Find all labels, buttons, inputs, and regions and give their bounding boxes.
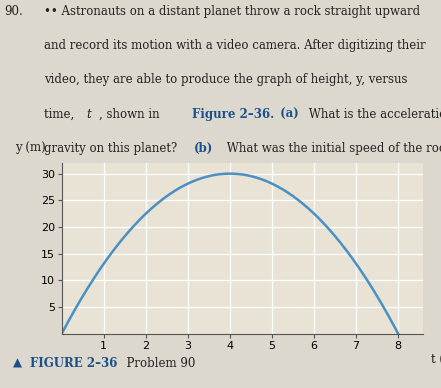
Text: What is the acceleration of: What is the acceleration of <box>305 107 441 121</box>
Text: •• Astronauts on a distant planet throw a rock straight upward: •• Astronauts on a distant planet throw … <box>44 5 420 18</box>
Text: y (m): y (m) <box>15 141 45 154</box>
Text: , shown in: , shown in <box>99 107 164 121</box>
Text: ▲: ▲ <box>13 357 22 370</box>
Text: (a): (a) <box>276 107 299 121</box>
Text: What was the initial speed of the rock?: What was the initial speed of the rock? <box>223 142 441 155</box>
Text: FIGURE 2–36: FIGURE 2–36 <box>30 357 117 370</box>
Text: t: t <box>86 107 91 121</box>
Text: 90.: 90. <box>4 5 23 18</box>
Text: Figure 2–36.: Figure 2–36. <box>192 107 274 121</box>
Text: and record its motion with a video camera. After digitizing their: and record its motion with a video camer… <box>44 39 426 52</box>
Text: t (s): t (s) <box>430 354 441 367</box>
Text: gravity on this planet?: gravity on this planet? <box>44 142 181 155</box>
Text: video, they are able to produce the graph of height, y, versus: video, they are able to produce the grap… <box>44 73 407 87</box>
Text: (b): (b) <box>194 142 213 155</box>
Text: time,: time, <box>44 107 78 121</box>
Text: Problem 90: Problem 90 <box>119 357 195 370</box>
